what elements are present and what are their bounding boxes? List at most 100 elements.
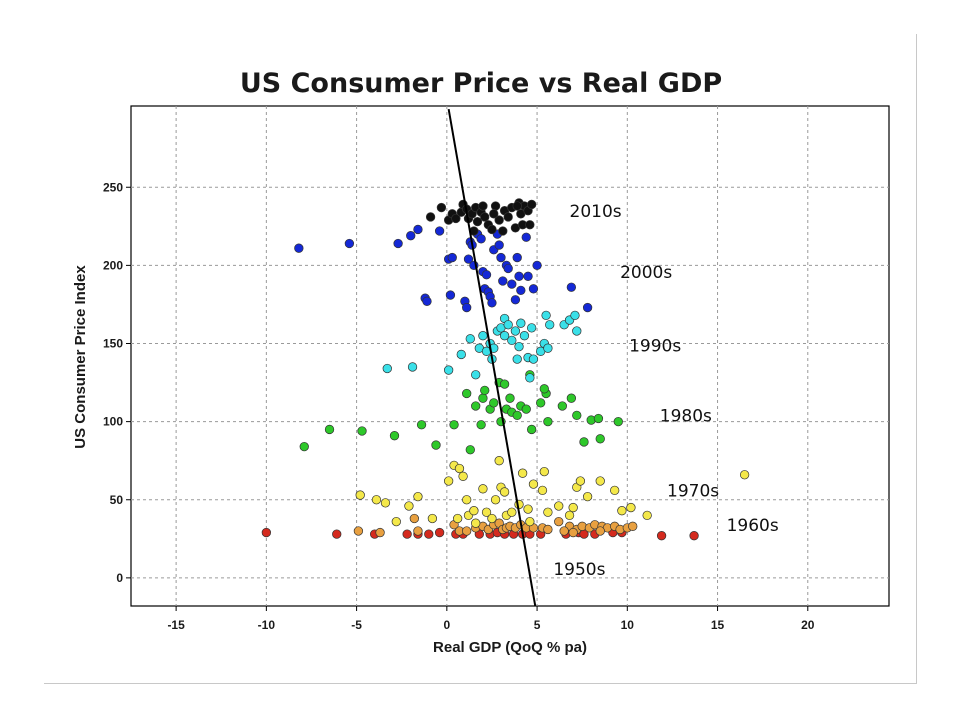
chart-title: US Consumer Price vs Real GDP	[240, 68, 722, 99]
scatter-point	[299, 441, 309, 452]
scatter-point	[523, 271, 533, 281]
slide-frame-right	[916, 34, 917, 684]
scatter-point	[480, 212, 490, 222]
scatter-point	[425, 212, 436, 222]
scatter-point	[498, 226, 508, 236]
y-tick-label: 50	[110, 493, 124, 507]
scatter-point	[582, 302, 593, 313]
scatter-point	[496, 252, 506, 263]
scatter-point	[566, 393, 577, 403]
scatter-point	[261, 527, 272, 538]
scatter-point	[443, 476, 454, 486]
scatter-point	[626, 502, 636, 513]
scatter-point	[543, 343, 553, 353]
scatter-point	[528, 354, 539, 364]
scatter-point	[499, 487, 510, 497]
scatter-point	[427, 513, 438, 524]
scatter-point	[541, 310, 551, 321]
scatter-point	[294, 243, 304, 253]
scatter-point	[537, 485, 548, 496]
scatter-point	[489, 209, 499, 219]
scatter-point	[458, 471, 468, 481]
scatter-point	[490, 201, 501, 211]
x-tick-label: 10	[621, 618, 635, 632]
x-tick-label: 20	[801, 618, 815, 632]
scatter-point	[689, 531, 699, 541]
scatter-point	[487, 298, 497, 308]
x-tick-label: -10	[258, 618, 276, 632]
scatter-point	[521, 232, 531, 242]
decade-label: 2010s	[570, 202, 622, 222]
scatter-point	[656, 531, 667, 541]
scatter-point	[471, 401, 481, 411]
scatter-point	[554, 516, 564, 527]
scatter-point	[503, 212, 513, 222]
scatter-point	[490, 495, 501, 505]
scatter-point	[472, 216, 483, 227]
scatter-point	[570, 310, 580, 321]
y-tick-label: 250	[103, 180, 123, 194]
scatter-point	[469, 506, 479, 516]
scatter-point	[543, 507, 553, 517]
scatter-point	[582, 491, 593, 502]
scatter-point	[527, 424, 537, 435]
scatter-point	[344, 238, 355, 249]
y-axis-ticks: 0 50 100 150 200 250	[103, 180, 131, 585]
scatter-point	[453, 513, 463, 524]
scatter-point	[391, 516, 401, 527]
scatter-point	[416, 420, 427, 430]
scatter-point	[575, 476, 586, 486]
scatter-point	[413, 526, 423, 536]
scatter-point	[487, 513, 497, 524]
scatter-point	[525, 220, 535, 230]
scatter-point	[610, 485, 620, 496]
scatter-point	[499, 331, 510, 341]
scatter-point	[595, 476, 605, 486]
scatter-point	[494, 215, 504, 225]
scatter-point	[499, 379, 510, 389]
x-tick-label: 15	[711, 618, 725, 632]
scatter-point	[516, 318, 526, 328]
scatter-point	[413, 491, 423, 502]
scatter-point	[572, 326, 582, 336]
scatter-point	[465, 334, 475, 344]
x-tick-label: 5	[534, 618, 541, 632]
scatter-point	[489, 398, 499, 408]
scatter-point	[512, 410, 522, 421]
scatter-point	[507, 335, 517, 346]
scatter-point	[355, 490, 365, 500]
decade-label: 1950s	[553, 560, 605, 580]
scatter-point	[507, 507, 517, 517]
scatter-point	[454, 463, 465, 474]
scatter-point	[462, 388, 472, 399]
scatter-point	[478, 484, 488, 494]
scatter-point	[480, 385, 490, 396]
scatter-point	[527, 199, 537, 210]
scatter-point	[471, 370, 481, 380]
scatter-point	[554, 501, 564, 511]
scatter-point	[572, 410, 582, 421]
scatter-point	[528, 479, 539, 489]
decade-label: 1970s	[667, 482, 719, 502]
scatter-point	[498, 276, 508, 286]
scatter-point	[487, 224, 497, 235]
scatter-point	[536, 398, 546, 408]
scatter-point	[478, 393, 488, 403]
scatter-point	[332, 529, 342, 539]
scatter-point	[595, 526, 605, 536]
scatter-point	[413, 224, 423, 235]
scatter-point	[445, 290, 456, 300]
scatter-point	[516, 285, 526, 296]
scatter-point	[476, 420, 486, 430]
scatter-point	[595, 434, 605, 444]
scatter-points	[261, 198, 750, 541]
scatter-point	[579, 437, 589, 447]
scatter-point	[521, 404, 531, 414]
scatter-point	[389, 431, 400, 441]
scatter-point	[512, 252, 522, 263]
x-tick-label: -15	[167, 618, 185, 632]
scatter-point	[617, 506, 627, 516]
scatter-point	[478, 201, 488, 211]
x-tick-label: -5	[351, 618, 362, 632]
